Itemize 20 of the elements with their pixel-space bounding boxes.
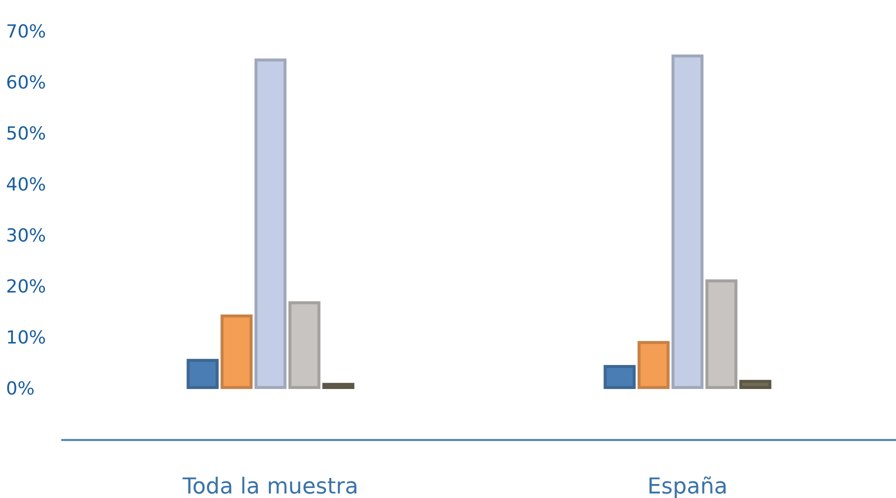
- y-tick-label: 20%: [6, 276, 46, 298]
- bar: [254, 58, 286, 389]
- x-tick-label: Toda la muestra: [182, 474, 358, 498]
- y-tick-label: 40%: [6, 174, 46, 196]
- x-tick-label: España: [647, 474, 728, 498]
- bar: [322, 382, 354, 389]
- y-tick-label: 60%: [6, 72, 46, 94]
- bar: [638, 341, 670, 389]
- y-tick-label: 30%: [6, 226, 46, 246]
- y-tick-label: 70%: [6, 22, 46, 42]
- bar: [604, 365, 636, 389]
- y-tick-label: 0%: [6, 378, 35, 400]
- bar: [739, 380, 772, 389]
- y-tick-label: 10%: [6, 328, 46, 348]
- bar: [288, 301, 320, 389]
- y-tick-label: 50%: [6, 124, 46, 144]
- bar: [186, 358, 219, 389]
- bar: [672, 54, 704, 389]
- bar: [705, 279, 738, 389]
- bar: [220, 314, 253, 389]
